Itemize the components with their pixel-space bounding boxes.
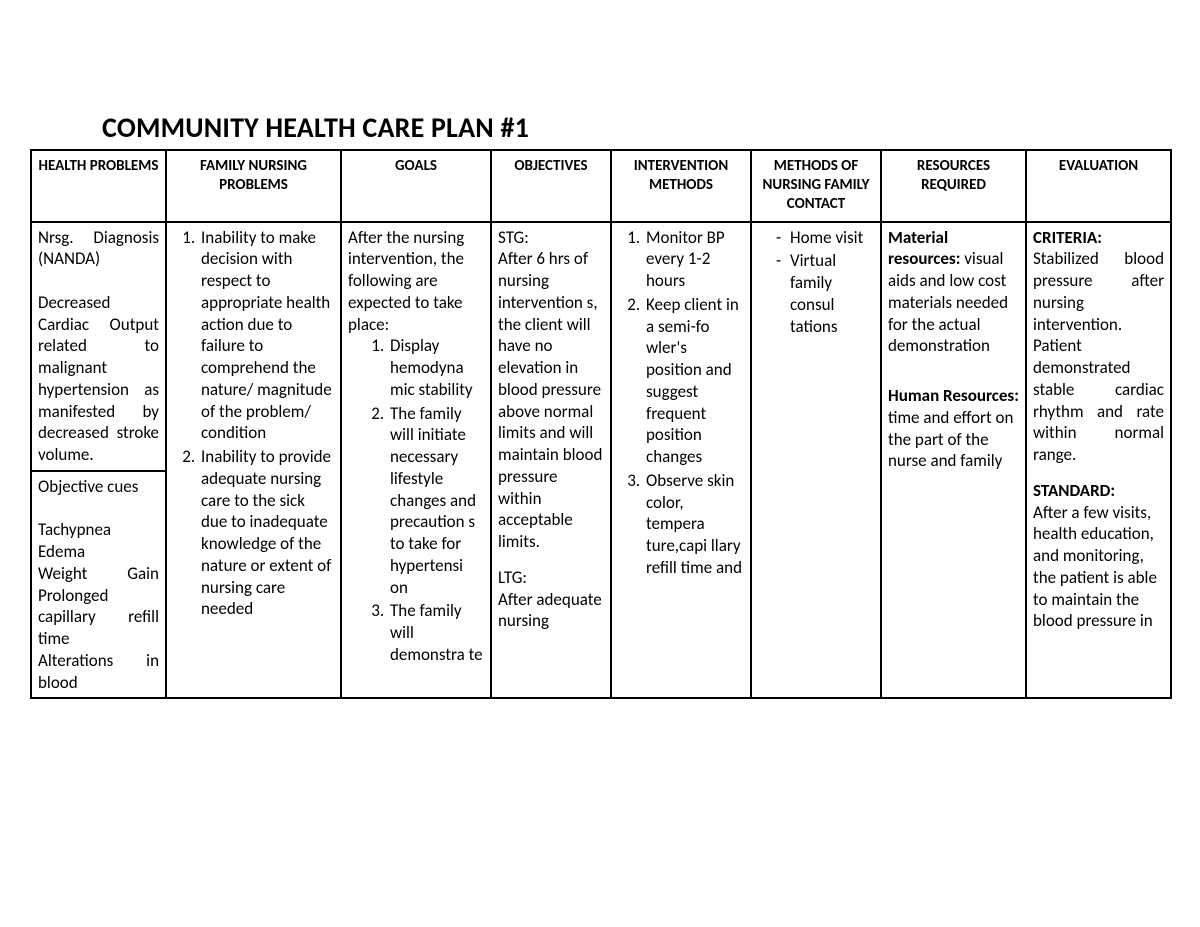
list-item: Monitor BP every 1-2 hours <box>644 227 744 292</box>
criteria-text: Stabilized blood pressure after nursing … <box>1033 248 1164 466</box>
table-header-row: HEALTH PROBLEMS FAMILY NURSING PROBLEMS … <box>31 150 1171 222</box>
cell-evaluation: CRITERIA: Stabilized blood pressure afte… <box>1026 222 1171 699</box>
list-item: Keep client in a semi-fo wler's position… <box>644 294 744 468</box>
care-plan-table: HEALTH PROBLEMS FAMILY NURSING PROBLEMS … <box>30 149 1172 699</box>
list-item: Observe skin color, tempera ture,capi ll… <box>644 470 744 579</box>
col-evaluation: EVALUATION <box>1026 150 1171 222</box>
col-health-problems: HEALTH PROBLEMS <box>31 150 166 222</box>
list-item: The family will initiate necessary lifes… <box>388 403 484 599</box>
stg-label: STG: <box>498 227 604 249</box>
list-item: Home visit <box>776 227 874 249</box>
ltg-text: After adequate nursing <box>498 589 604 633</box>
list-item: Inability to make decision with respect … <box>199 227 334 445</box>
page-title: COMMUNITY HEALTH CARE PLAN #1 <box>102 110 1170 145</box>
col-family-nursing-problems: FAMILY NURSING PROBLEMS <box>166 150 341 222</box>
material-resources-label: Material resources: <box>888 227 960 270</box>
stg-text: After 6 hrs of nursing intervention s, t… <box>498 248 604 553</box>
cell-goals: After the nursing intervention, the foll… <box>341 222 491 699</box>
col-objectives: OBJECTIVES <box>491 150 611 222</box>
cell-intervention-methods: Monitor BP every 1-2 hours Keep client i… <box>611 222 751 699</box>
cell-family-nursing-problems: Inability to make decision with respect … <box>166 222 341 699</box>
col-goals: GOALS <box>341 150 491 222</box>
table-row: Nrsg. Diagnosis (NANDA) Decreased Cardia… <box>31 222 1171 471</box>
nursing-diagnosis-text: Nrsg. Diagnosis (NANDA) Decreased Cardia… <box>38 227 159 466</box>
cell-health-problems-upper: Nrsg. Diagnosis (NANDA) Decreased Cardia… <box>31 222 166 471</box>
list-item: Display hemodyna mic stability <box>388 335 484 400</box>
col-intervention-methods: INTERVENTION METHODS <box>611 150 751 222</box>
cell-objectives: STG: After 6 hrs of nursing intervention… <box>491 222 611 699</box>
list-item: Virtual family consul tations <box>776 250 874 337</box>
list-item: Inability to provide adequate nursing ca… <box>199 446 334 620</box>
standard-text: After a few visits, health education, an… <box>1033 502 1164 633</box>
standard-label: STANDARD: <box>1033 480 1115 501</box>
objective-cues-text: Objective cues Tachypnea Edema Weight Ga… <box>38 476 159 694</box>
cell-resources-required: Material resources: visual aids and low … <box>881 222 1026 699</box>
col-resources-required: RESOURCES REQUIRED <box>881 150 1026 222</box>
list-item: The family will demonstra te <box>388 600 484 665</box>
cell-health-problems-lower: Objective cues Tachypnea Edema Weight Ga… <box>31 471 166 699</box>
human-resources-label: Human Resources: <box>888 385 1019 406</box>
criteria-label: CRITERIA: <box>1033 227 1102 248</box>
cell-methods-contact: Home visit Virtual family consul tations <box>751 222 881 699</box>
ltg-label: LTG: <box>498 567 604 589</box>
col-methods-contact: METHODS OF NURSING FAMILY CONTACT <box>751 150 881 222</box>
human-resources-text: time and effort on the part of the nurse… <box>888 407 1013 472</box>
goals-intro: After the nursing intervention, the foll… <box>348 227 484 336</box>
